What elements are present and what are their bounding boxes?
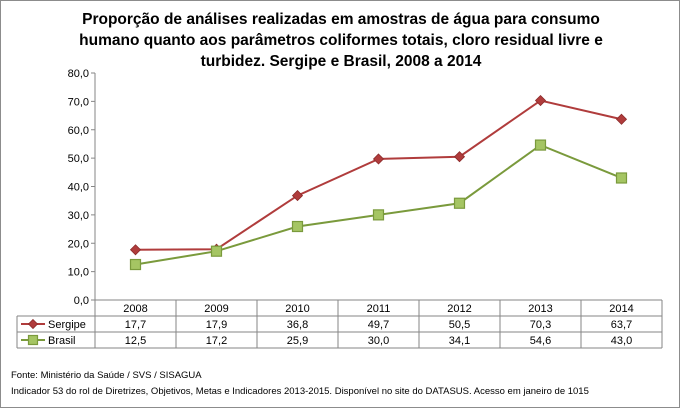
data-point-brasil (615, 172, 628, 184)
y-tick-label: 0,0 (74, 295, 89, 307)
data-point-sergipe (534, 94, 547, 107)
x-category-label: 2013 (528, 303, 552, 315)
y-tick-label: 80,0 (68, 68, 89, 80)
data-point-brasil (453, 197, 466, 209)
series-line-sergipe (135, 99, 622, 251)
x-category-label: 2008 (123, 303, 147, 315)
chart-title: Proporção de análises realizadas em amos… (79, 11, 603, 70)
data-table-value: 54,6 (530, 335, 551, 347)
data-table-value: 17,7 (125, 319, 146, 331)
x-category-label: 2010 (285, 303, 309, 315)
data-point-sergipe (615, 113, 628, 125)
source-line-2: Indicador 53 do rol de Diretrizes, Objet… (11, 386, 589, 397)
data-table-value: 25,9 (287, 335, 308, 347)
data-point-sergipe (372, 153, 385, 165)
data-table-value: 63,7 (611, 319, 632, 331)
y-tick-label: 60,0 (68, 125, 89, 137)
data-table-value: 34,1 (449, 335, 470, 347)
legend-label: Sergipe (48, 319, 86, 331)
data-table-value: 17,2 (206, 335, 227, 347)
x-category-label: 2009 (204, 303, 228, 315)
data-table-value: 12,5 (125, 335, 146, 347)
data-point-brasil (534, 139, 547, 151)
data-point-brasil (210, 245, 223, 257)
y-tick-label: 70,0 (68, 96, 89, 108)
x-category-label: 2011 (367, 303, 391, 315)
y-tick-label: 40,0 (68, 182, 89, 194)
data-point-brasil (372, 209, 385, 221)
data-table-value: 49,7 (368, 319, 389, 331)
data-point-brasil (291, 220, 304, 233)
data-point-sergipe (453, 151, 466, 163)
y-tick-label: 10,0 (68, 267, 89, 279)
source-line-1: Fonte: Ministério da Saúde / SVS / SISAG… (11, 370, 202, 381)
y-tick-label: 20,0 (68, 238, 89, 250)
data-table-value: 30,0 (368, 335, 389, 347)
data-table-value: 70,3 (530, 319, 551, 331)
legend-key-marker (27, 318, 39, 330)
y-tick-label: 50,0 (68, 153, 89, 165)
data-point-brasil (129, 258, 142, 271)
data-table-value: 43,0 (611, 335, 632, 347)
data-point-sergipe (291, 190, 304, 202)
legend-label: Brasil (48, 335, 76, 347)
data-table-value: 36,8 (287, 319, 308, 331)
x-category-label: 2012 (447, 303, 471, 315)
data-table-value: 50,5 (449, 319, 470, 331)
x-category-label: 2014 (609, 303, 633, 315)
y-tick-label: 30,0 (68, 210, 89, 222)
data-table-value: 17,9 (206, 319, 227, 331)
data-point-sergipe (129, 244, 142, 256)
legend-key-marker (27, 334, 39, 346)
